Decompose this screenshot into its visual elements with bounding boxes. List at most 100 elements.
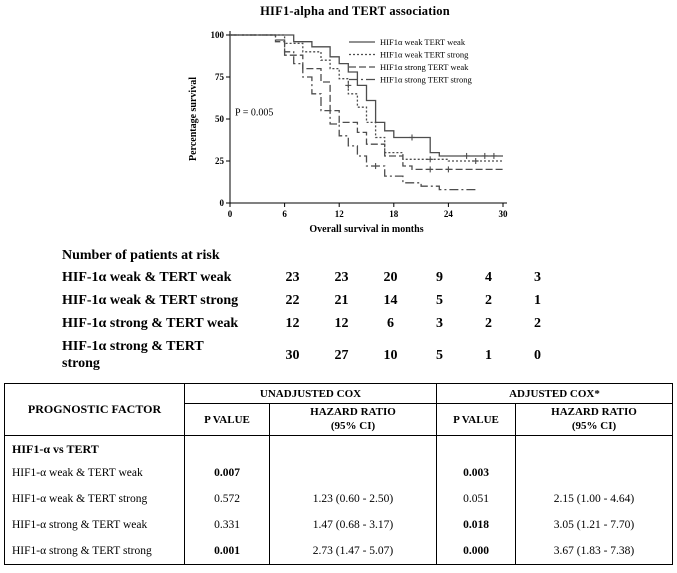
km-curve-1 <box>230 34 503 157</box>
risk-count: 23 <box>334 270 349 285</box>
risk-count: 3 <box>436 316 443 331</box>
adjusted-p-value: 0.000 <box>436 538 516 565</box>
legend-label-3: HIF1α strong TERT weak <box>380 62 469 72</box>
adjusted-hazard-ratio: 3.67 (1.83 - 7.38) <box>515 538 673 565</box>
adjusted-p-value: 0.003 <box>436 460 516 486</box>
adjusted-hazard-ratio: 2.15 (1.00 - 4.64) <box>515 486 673 512</box>
legend-label-2: HIF1α weak TERT strong <box>380 50 469 60</box>
cox-header-row-2: P VALUE HAZARD RATIO (95% CI) P VALUE HA… <box>5 403 673 436</box>
km-survival-chart: 0 6 12 18 24 30 0 25 50 75 100 Overall survival in … <box>188 30 509 235</box>
cox-regression-table: PROGNOSTIC FACTOR UNADJUSTED COX ADJUSTE… <box>4 383 673 565</box>
unadjusted-hazard-ratio: 1.47 (0.68 - 3.17) <box>269 512 437 538</box>
km-chart-section: HIF1-alpha and TERT association 0 6 12 18 24… <box>185 4 525 242</box>
cox-section-header-row: HIF1-α vs TERT <box>4 435 673 460</box>
cox-row-label: HIF1-α weak & TERT strong <box>4 486 185 512</box>
empty-cell <box>515 435 673 460</box>
risk-count: 12 <box>285 316 300 331</box>
x-axis-label: Overall survival in months <box>309 224 423 235</box>
unadjusted-p-value: 0.331 <box>184 512 270 538</box>
risk-count: 9 <box>436 270 443 285</box>
svg-text:18: 18 <box>389 209 399 219</box>
risk-count: 30 <box>285 347 300 363</box>
svg-text:75: 75 <box>215 72 225 82</box>
cox-row: HIF1-α strong & TERT weak 0.331 1.47 (0.… <box>4 512 673 538</box>
unadjusted-hazard-ratio: 2.73 (1.47 - 5.07) <box>269 538 437 565</box>
cox-row: HIF1-α weak & TERT weak 0.007 0.003 <box>4 460 673 486</box>
svg-text:0: 0 <box>228 209 233 219</box>
risk-row-label: HIF-1α strong & TERT strong <box>62 339 204 371</box>
cox-header-row-1: PROGNOSTIC FACTOR UNADJUSTED COX ADJUSTE… <box>4 383 673 436</box>
risk-count: 20 <box>383 270 398 285</box>
risk-table-title: Number of patients at risk <box>62 248 220 263</box>
unadjusted-p-value: 0.572 <box>184 486 270 512</box>
risk-count: 2 <box>485 316 492 331</box>
col-header-unadjusted-hazard-ratio: HAZARD RATIO (95% CI) <box>269 403 437 436</box>
risk-count: 3 <box>534 270 541 285</box>
chart-title: HIF1-alpha and TERT association <box>260 4 450 18</box>
risk-count: 14 <box>383 293 398 308</box>
cox-row: HIF1-α weak & TERT strong 0.572 1.23 (0.… <box>4 486 673 512</box>
adjusted-p-value: 0.018 <box>436 512 516 538</box>
risk-count: 21 <box>334 293 349 308</box>
risk-table-section: Number of patients at risk HIF-1α weak &… <box>62 248 677 375</box>
cox-section-header: HIF1-α vs TERT <box>4 435 185 460</box>
unadjusted-p-value: 0.007 <box>184 460 270 486</box>
svg-text:24: 24 <box>444 209 454 219</box>
risk-count: 6 <box>387 316 394 331</box>
risk-row-label: HIF-1α strong & TERT weak <box>62 316 239 331</box>
svg-text:100: 100 <box>211 30 225 40</box>
km-curve-3 <box>230 34 503 171</box>
risk-count: 2 <box>485 293 492 308</box>
col-header-adjusted-cox: ADJUSTED COX* <box>436 383 673 404</box>
risk-count: 12 <box>334 316 349 331</box>
col-header-unadjusted-cox: UNADJUSTED COX <box>184 383 437 404</box>
svg-text:0: 0 <box>220 198 225 208</box>
col-header-adjusted-p-value: P VALUE <box>436 403 516 436</box>
empty-cell <box>184 435 270 460</box>
cox-row-label: HIF1-α strong & TERT weak <box>4 512 185 538</box>
col-header-prognostic-factor: PROGNOSTIC FACTOR <box>4 383 185 436</box>
risk-row: HIF-1α strong & TERT strong 30 27 10 5 1… <box>62 335 562 375</box>
legend-label-4: HIF1α strong TERT strong <box>380 75 472 85</box>
col-header-adjusted-hazard-ratio: HAZARD RATIO (95% CI) <box>515 403 673 436</box>
y-axis-label: Percentage survival <box>188 77 199 161</box>
risk-count: 5 <box>436 293 443 308</box>
svg-text:30: 30 <box>499 209 509 219</box>
risk-count: 0 <box>534 347 541 363</box>
risk-count: 22 <box>285 293 300 308</box>
risk-count: 27 <box>334 347 349 363</box>
risk-count: 5 <box>436 347 443 363</box>
risk-row-label: HIF-1α weak & TERT weak <box>62 270 232 285</box>
adjusted-hazard-ratio: 3.05 (1.21 - 7.70) <box>515 512 673 538</box>
risk-row: HIF-1α strong & TERT weak 12 12 6 3 2 2 <box>62 312 562 335</box>
risk-row: HIF-1α weak & TERT strong 22 21 14 5 2 1 <box>62 289 562 312</box>
risk-count: 10 <box>383 347 398 363</box>
km-curve-2 <box>230 34 503 162</box>
risk-row: HIF-1α weak & TERT weak 23 23 20 9 4 3 <box>62 266 562 289</box>
cox-row-label: HIF1-α weak & TERT weak <box>4 460 185 486</box>
risk-row-label: HIF-1α weak & TERT strong <box>62 293 239 308</box>
km-curve-4 <box>230 34 476 191</box>
cox-row: HIF1-α strong & TERT strong 0.001 2.73 (… <box>4 538 673 565</box>
unadjusted-p-value: 0.001 <box>184 538 270 565</box>
legend-label-1: HIF1α weak TERT weak <box>380 37 466 47</box>
unadjusted-hazard-ratio <box>269 460 437 486</box>
risk-table: HIF-1α weak & TERT weak 23 23 20 9 4 3 H… <box>62 266 562 375</box>
svg-text:6: 6 <box>282 209 287 219</box>
empty-cell <box>436 435 516 460</box>
svg-text:12: 12 <box>335 209 345 219</box>
empty-cell <box>269 435 437 460</box>
unadjusted-hazard-ratio: 1.23 (0.60 - 2.50) <box>269 486 437 512</box>
risk-count: 1 <box>485 347 492 363</box>
risk-count: 2 <box>534 316 541 331</box>
svg-text:25: 25 <box>215 156 225 166</box>
p-value-annotation: P = 0.005 <box>235 108 273 119</box>
risk-count: 23 <box>285 270 300 285</box>
cox-row-label: HIF1-α strong & TERT strong <box>4 538 185 565</box>
risk-count: 4 <box>485 270 492 285</box>
risk-count: 1 <box>534 293 541 308</box>
adjusted-hazard-ratio <box>515 460 673 486</box>
col-header-unadjusted-p-value: P VALUE <box>184 403 270 436</box>
svg-text:50: 50 <box>215 114 225 124</box>
